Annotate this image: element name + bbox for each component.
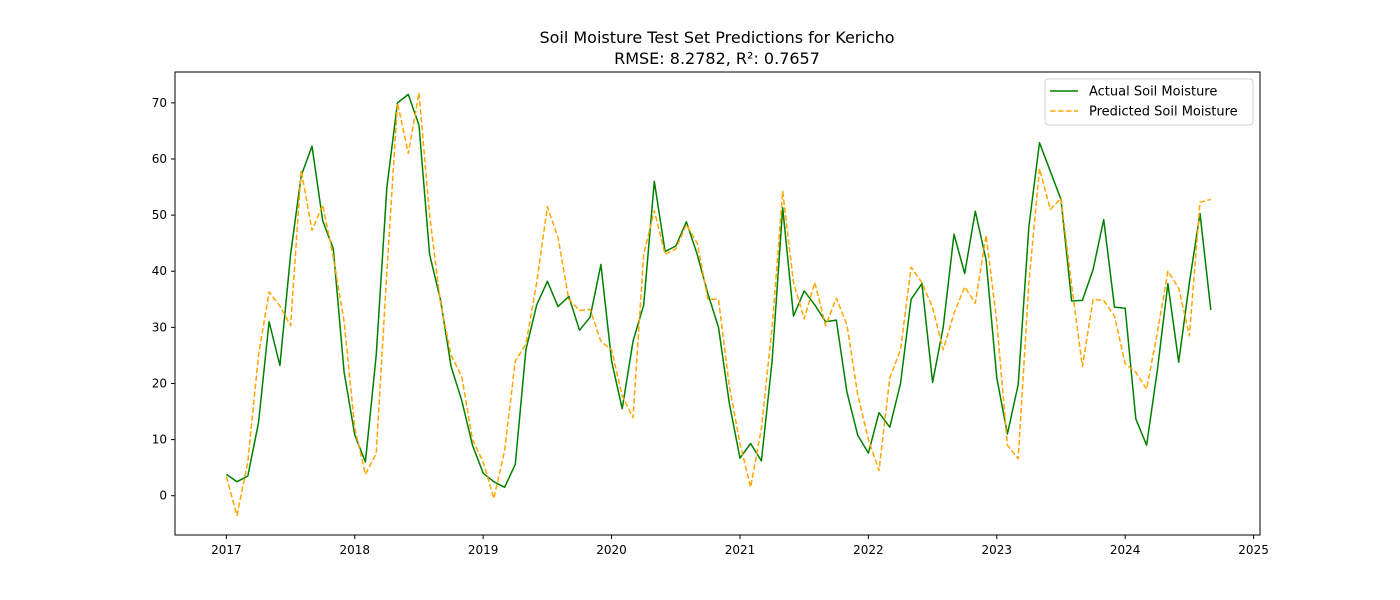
x-tick-label: 2023 (982, 543, 1013, 557)
x-tick-label: 2020 (596, 543, 627, 557)
legend: Actual Soil Moisture Predicted Soil Moist… (1044, 78, 1254, 126)
plot-frame (174, 71, 1261, 536)
y-tick-label: 50 (152, 208, 167, 222)
axes: 2017 2018 2019 2020 2021 2022 2023 2024 2025 0 10 2… (152, 96, 1269, 557)
predicted-soil-moisture-line (225, 92, 1211, 517)
actual-soil-moisture-line (225, 93, 1212, 489)
legend-box (1044, 78, 1254, 126)
y-tick-label: 10 (152, 433, 167, 447)
y-tick-label: 20 (152, 376, 167, 390)
x-tick-label: 2021 (725, 543, 756, 557)
x-tick-label: 2019 (468, 543, 499, 557)
chart-subtitle: RMSE: 8.2782, R²: 0.7657 (614, 49, 820, 68)
y-tick-label: 60 (152, 152, 167, 166)
x-tick-label: 2025 (1238, 543, 1269, 557)
y-tick-label: 30 (152, 320, 167, 334)
x-tick-label: 2017 (211, 543, 242, 557)
y-tick-label: 0 (159, 489, 167, 503)
x-tick-label: 2022 (853, 543, 884, 557)
chart-title: Soil Moisture Test Set Predictions for K… (539, 28, 894, 47)
x-tick-label: 2018 (339, 543, 370, 557)
y-tick-label: 40 (152, 264, 167, 278)
legend-label: Actual Soil Moisture (1089, 85, 1217, 100)
y-tick-label: 70 (152, 96, 167, 110)
series-layer (225, 92, 1212, 517)
legend-label: Predicted Soil Moisture (1089, 105, 1238, 120)
x-tick-label: 2024 (1110, 543, 1141, 557)
